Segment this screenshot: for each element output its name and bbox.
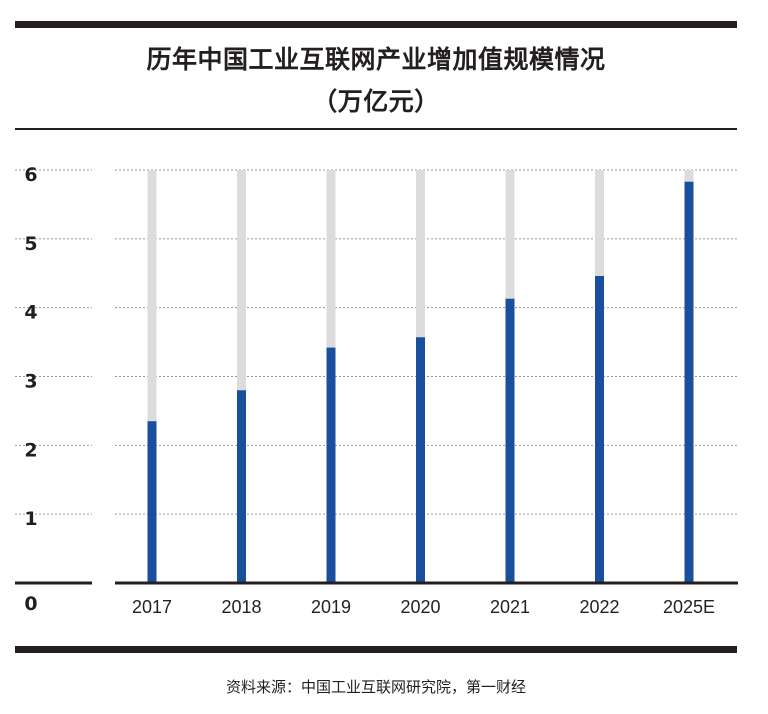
chart-unit: （万亿元） — [312, 87, 440, 116]
x-tick-label: 2025E — [663, 597, 715, 617]
y-tick-label: 6 — [24, 164, 37, 186]
chart-title: 历年中国工业互联网产业增加值规模情况 — [146, 45, 606, 74]
title-rule — [15, 128, 737, 130]
y-tick-label: 2 — [24, 439, 37, 461]
bar-track — [237, 170, 246, 583]
bar — [326, 347, 336, 583]
bottom-rule — [15, 646, 737, 653]
bar — [416, 337, 425, 583]
x-tick-label: 2017 — [132, 597, 172, 617]
x-tick-label: 2020 — [400, 597, 440, 617]
bar — [147, 421, 157, 583]
bar-chart: 0 1 2 3 4 5 6 2017 2018 2019 2020 2021 2022 2025E — [15, 164, 738, 617]
y-tick-label: 5 — [24, 233, 37, 255]
bar — [237, 390, 246, 583]
x-tick-label: 2019 — [311, 597, 351, 617]
y-tick-label: 1 — [24, 508, 37, 530]
source-note: 资料来源：中国工业互联网研究院，第一财经 — [225, 678, 526, 696]
x-tick-label: 2021 — [490, 597, 530, 617]
bar — [684, 181, 694, 583]
y-tick-label: 4 — [24, 302, 37, 324]
bar — [595, 276, 604, 583]
bar — [505, 298, 515, 583]
top-rule — [15, 21, 737, 28]
y-tick-label: 0 — [24, 593, 37, 615]
bar-track — [147, 170, 157, 583]
x-tick-label: 2018 — [221, 597, 261, 617]
y-tick-label: 3 — [24, 371, 37, 393]
x-tick-label: 2022 — [579, 597, 619, 617]
